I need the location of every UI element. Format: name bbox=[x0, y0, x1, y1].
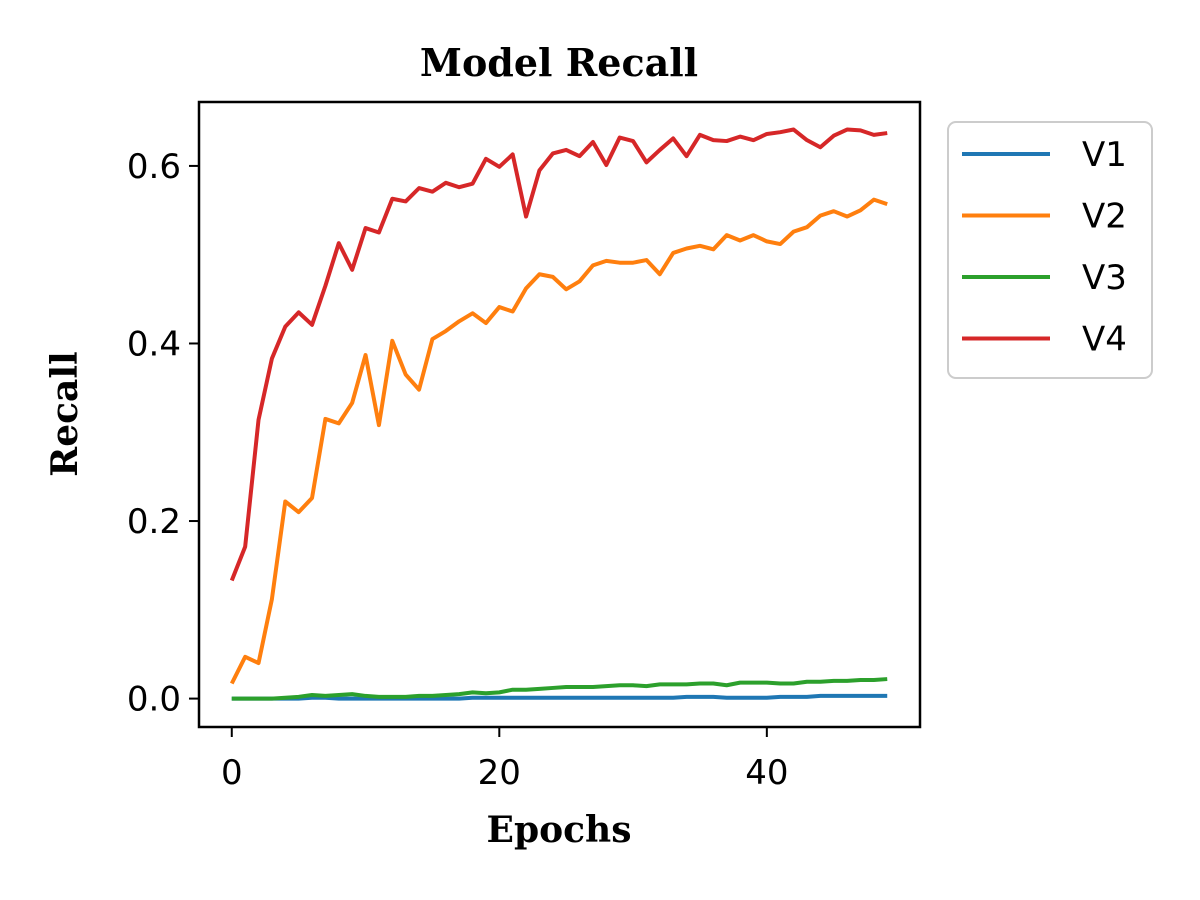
series-line-v2 bbox=[229, 197, 888, 685]
legend: V1 V2 V3 V4 bbox=[947, 121, 1153, 379]
plot-frame bbox=[197, 100, 922, 729]
x-tick-label: 40 bbox=[745, 753, 788, 793]
chart-title: Model Recall bbox=[420, 40, 698, 85]
series-layer bbox=[229, 127, 888, 701]
y-axis-ticks: 0.0 0.2 0.4 0.6 bbox=[127, 147, 199, 720]
y-tick-label: 0.0 bbox=[127, 680, 181, 720]
legend-label-v3: V3 bbox=[1082, 258, 1127, 298]
y-tick-label: 0.6 bbox=[127, 147, 181, 187]
x-tick-label: 20 bbox=[478, 753, 521, 793]
series-line-v3 bbox=[231, 677, 888, 701]
y-axis-label: Recall bbox=[44, 351, 86, 476]
x-tick-label: 0 bbox=[221, 753, 243, 793]
x-axis-label: Epochs bbox=[487, 809, 632, 851]
legend-label-v1: V1 bbox=[1082, 135, 1127, 175]
legend-label-v2: V2 bbox=[1082, 197, 1127, 237]
y-tick-label: 0.4 bbox=[127, 324, 181, 364]
legend-label-v4: V4 bbox=[1082, 320, 1127, 360]
series-line-v1 bbox=[231, 693, 888, 701]
y-tick-label: 0.2 bbox=[127, 502, 181, 542]
legend-box bbox=[947, 121, 1153, 379]
x-axis-ticks: 0 20 40 bbox=[221, 727, 788, 793]
series-line-v4 bbox=[229, 127, 888, 582]
